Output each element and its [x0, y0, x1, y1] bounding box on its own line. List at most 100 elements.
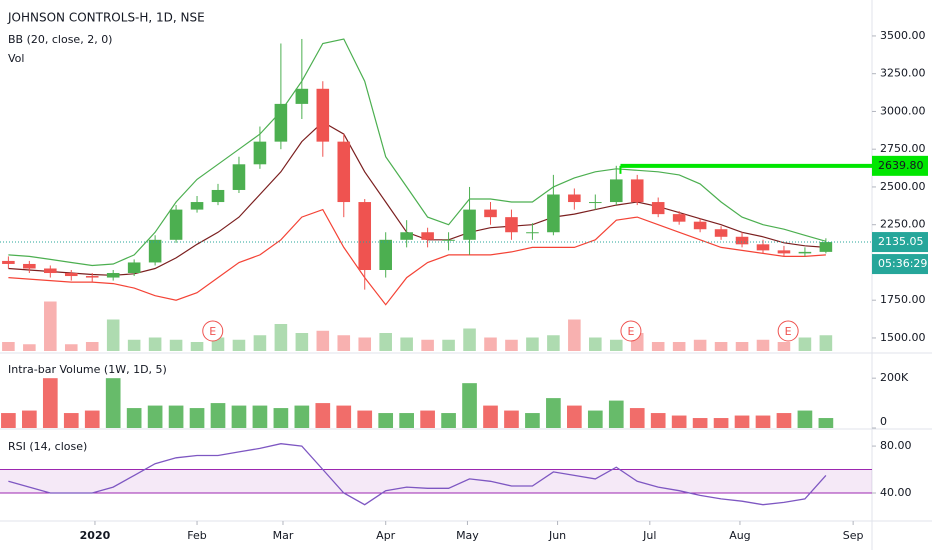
- y-tick-label: 2250.00: [880, 218, 926, 231]
- volume-bar: [797, 410, 813, 428]
- volume-bar: [274, 324, 288, 351]
- volume-bar: [777, 342, 791, 351]
- x-tick-label: Apr: [376, 529, 396, 542]
- volume-bar: [756, 339, 770, 351]
- volume-bar: [1, 413, 16, 428]
- level-label-box: [872, 155, 928, 176]
- volume-bar: [442, 339, 455, 351]
- volume-bar: [650, 413, 666, 428]
- event-label: E: [785, 325, 792, 338]
- volume-bar: [714, 342, 728, 351]
- volume-bar: [608, 400, 624, 428]
- x-tick-label: Feb: [187, 529, 206, 542]
- volume-bar: [546, 398, 561, 428]
- volume-bar: [798, 337, 812, 351]
- candle-body: [106, 273, 120, 278]
- volume-bar: [127, 339, 141, 351]
- candle-body: [211, 189, 225, 203]
- volume-bar: [42, 378, 58, 428]
- x-tick-label: May: [456, 529, 479, 542]
- candle-body: [295, 88, 309, 104]
- volume-bar: [776, 413, 792, 428]
- x-tick-label: Aug: [729, 529, 750, 542]
- candle-body: [169, 209, 183, 240]
- candle-body: [190, 202, 204, 210]
- countdown-box: [872, 254, 928, 275]
- event-label: E: [209, 325, 216, 338]
- y-tick-label: 3250.00: [880, 67, 926, 80]
- x-tick-label: 2020: [80, 529, 111, 542]
- volume-bar: [378, 413, 394, 428]
- candle-body: [526, 232, 539, 234]
- volume-bar: [336, 405, 352, 428]
- y-tick-label: 2750.00: [880, 142, 926, 155]
- countdown-label: 05:36:29: [878, 257, 927, 270]
- volume-bar: [84, 410, 100, 428]
- x-tick-label: Jun: [548, 529, 566, 542]
- volume-label: Vol: [8, 52, 24, 65]
- y-tick-label: 2500.00: [880, 180, 926, 193]
- volume-bar: [399, 413, 414, 428]
- volume-bar: [316, 330, 330, 351]
- volume-bar: [295, 333, 309, 351]
- volume-bar: [525, 413, 540, 428]
- volume-bar: [379, 333, 392, 351]
- volume-bar: [505, 339, 518, 351]
- last-price-box: [872, 232, 928, 253]
- candle-body: [505, 217, 518, 233]
- volume-bar: [273, 408, 289, 428]
- rsi-line: [8, 443, 827, 506]
- candle-body: [672, 214, 686, 222]
- candle-body: [232, 164, 246, 190]
- volume-bar: [713, 418, 729, 428]
- candle-body: [756, 244, 770, 251]
- volume-bar: [23, 344, 36, 351]
- volume-bar: [168, 405, 184, 428]
- volume-bar: [400, 337, 413, 351]
- y-tick-label: 1500.00: [880, 331, 926, 344]
- candle-body: [421, 232, 434, 240]
- candle-body: [442, 239, 455, 241]
- candle-body: [714, 229, 728, 237]
- candle-body: [651, 202, 665, 215]
- y-tick-label: 80.00: [880, 439, 912, 452]
- volume-bar: [190, 342, 204, 351]
- volume-bar: [169, 339, 183, 351]
- volume-bar: [567, 405, 582, 428]
- candle-body: [630, 179, 644, 203]
- candle-body: [693, 221, 707, 230]
- candle-body: [589, 202, 602, 204]
- candle-body: [337, 141, 351, 203]
- volume-bar: [463, 328, 476, 351]
- volume-bar: [755, 415, 771, 428]
- y-tick-label: 3000.00: [880, 104, 926, 117]
- y-tick-label: 3500.00: [880, 29, 926, 42]
- volume-bar: [252, 405, 268, 428]
- volume-bar: [484, 337, 497, 351]
- volume-bar: [819, 335, 833, 351]
- bollinger-middle: [8, 121, 826, 276]
- volume-bar: [22, 410, 37, 428]
- volume-bar: [587, 410, 603, 428]
- bollinger-upper: [8, 38, 827, 267]
- candle-body: [777, 250, 791, 254]
- volume-bar: [148, 337, 162, 351]
- candle-body: [484, 209, 497, 218]
- volume-bar: [126, 408, 142, 428]
- y-tick-label: 0: [880, 415, 887, 428]
- x-tick-label: Mar: [273, 529, 294, 542]
- volume-bar: [568, 319, 581, 351]
- candle-body: [798, 251, 812, 254]
- volume-bar: [441, 413, 456, 428]
- volume-bar: [420, 410, 435, 428]
- candle-body: [2, 260, 15, 264]
- rsi-band: [0, 469, 872, 494]
- level-label: 2639.80: [878, 159, 924, 172]
- volume-bar: [105, 378, 121, 428]
- x-tick-label: Jul: [642, 529, 656, 542]
- candle-body: [547, 194, 560, 233]
- candle-body: [44, 268, 57, 274]
- candle-body: [85, 276, 99, 278]
- volume-bar: [44, 301, 57, 351]
- volume-bar: [232, 339, 246, 351]
